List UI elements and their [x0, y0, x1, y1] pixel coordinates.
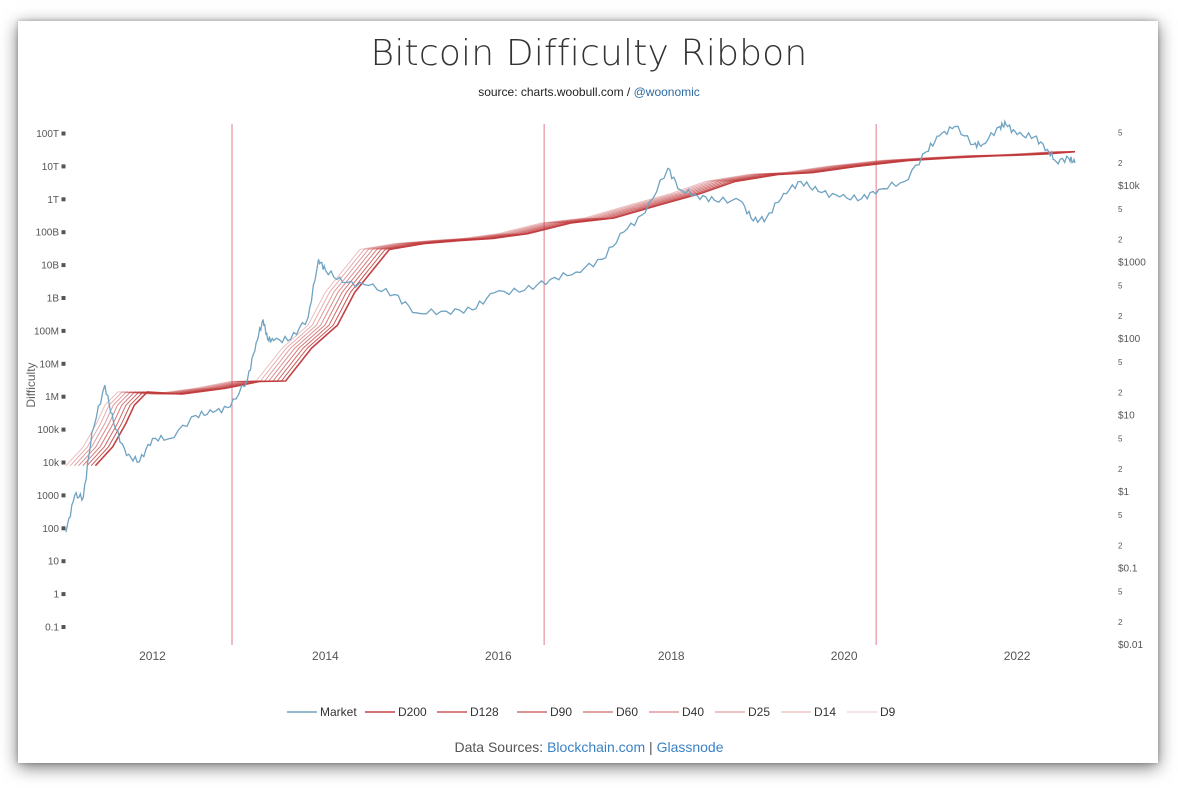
- y-right-tick-label: $1: [1118, 487, 1130, 498]
- y-tick-mark: [61, 559, 66, 564]
- subtitle-source: source: charts.woobull.com /: [478, 85, 634, 99]
- y-tick-mark: [61, 263, 66, 268]
- x-tick-label: 2018: [658, 649, 685, 663]
- x-tick-label: 2014: [312, 649, 339, 663]
- y-tick-label: 1B: [47, 294, 60, 305]
- footer-prefix: Data Sources:: [454, 739, 548, 755]
- footer-link-glassnode[interactable]: Glassnode: [656, 739, 724, 755]
- y-tick-label: 10T: [42, 162, 59, 173]
- chart-title: Bitcoin Difficulty Ribbon: [370, 33, 808, 74]
- x-axis-labels: 2012 2014 2016 2018 2020 2022: [139, 649, 1031, 663]
- y-right-tick-label: 5: [1118, 282, 1123, 291]
- y-axis-right-labels: 5 2 $10k 5 2 $1000 5 2 $100 5 2 $10 5 2 $1 5 2 $0.1 5 2 $0.0…: [1118, 129, 1146, 651]
- y-tick-label: 100M: [34, 326, 59, 337]
- x-tick-label: 2022: [1004, 649, 1031, 663]
- y-right-tick-label: 5: [1118, 358, 1123, 367]
- ribbon-d128: [90, 151, 1076, 467]
- legend-label-d60: D60: [616, 705, 638, 719]
- y-tick-label: 1000: [37, 491, 60, 502]
- y-tick-mark: [61, 197, 66, 202]
- ribbon-d40: [78, 151, 1075, 467]
- legend-label-d90: D90: [550, 705, 572, 719]
- market-line: [65, 118, 1076, 533]
- y-right-tick-label: 5: [1118, 129, 1123, 138]
- y-tick-mark: [61, 164, 66, 169]
- subtitle-handle-link[interactable]: @woonomic: [633, 85, 700, 99]
- ribbon-d25: [74, 151, 1075, 467]
- y-tick-label: 10k: [43, 458, 60, 469]
- y-tick-label: 100k: [37, 425, 60, 436]
- y-tick-label: 100T: [36, 129, 59, 140]
- y-right-tick-label: $0.1: [1118, 564, 1138, 575]
- ribbon-d200: [94, 150, 1076, 467]
- y-axis-left-labels: 100T10T1T100B10B1B100M10M1M100k10k100010…: [34, 129, 66, 634]
- y-tick-mark: [61, 230, 66, 235]
- y-tick-mark: [61, 394, 66, 399]
- y-tick-label: 1: [53, 590, 59, 601]
- y-tick-mark: [61, 526, 66, 531]
- y-tick-label: 100B: [36, 228, 60, 239]
- legend-label-d25: D25: [748, 705, 770, 719]
- y-tick-label: 0.1: [45, 623, 59, 634]
- chart-subtitle: source: charts.woobull.com / @woonomic: [0, 85, 1178, 99]
- legend-label-d14: D14: [814, 705, 836, 719]
- y-tick-mark: [61, 493, 66, 498]
- ribbon-d9: [65, 151, 1075, 467]
- y-right-tick-label: 2: [1118, 388, 1123, 397]
- y-tick-label: 10: [48, 557, 60, 568]
- y-tick-mark: [61, 361, 66, 366]
- y-right-tick-label: 2: [1118, 235, 1123, 244]
- y-right-tick-label: $0.01: [1118, 640, 1143, 651]
- y-tick-mark: [61, 592, 66, 597]
- y-right-tick-label: 5: [1118, 511, 1123, 520]
- y-tick-label: 100: [42, 524, 59, 535]
- y-axis-title: Difficulty: [24, 362, 38, 407]
- y-tick-mark: [61, 427, 66, 432]
- y-tick-mark: [61, 328, 66, 333]
- x-tick-label: 2016: [485, 649, 512, 663]
- y-right-tick-label: 2: [1118, 465, 1123, 474]
- y-tick-mark: [61, 296, 66, 300]
- legend-label-d9: D9: [880, 705, 896, 719]
- legend-label-d40: D40: [682, 705, 704, 719]
- y-right-tick-label: 5: [1118, 588, 1123, 597]
- y-right-tick-label: $10: [1118, 411, 1135, 422]
- ribbon-d14: [69, 151, 1075, 467]
- y-right-tick-label: 2: [1118, 618, 1123, 627]
- legend-label-d128: D128: [470, 705, 499, 719]
- legend: Market D200 D128 D90 D60 D40 D25 D14 D9: [287, 705, 896, 719]
- footer-link-blockchain[interactable]: Blockchain.com: [547, 739, 646, 755]
- y-right-tick-label: 2: [1118, 159, 1123, 168]
- y-tick-mark: [61, 625, 66, 629]
- legend-label-d200: D200: [398, 705, 427, 719]
- y-tick-mark: [61, 131, 66, 136]
- footer-separator: |: [645, 739, 657, 755]
- data-sources-footer: Data Sources: Blockchain.com | Glassnode: [0, 739, 1178, 755]
- x-tick-label: 2012: [139, 649, 166, 663]
- y-right-tick-label: 5: [1118, 435, 1123, 444]
- chart-card: [18, 21, 1158, 763]
- vertical-lines: [231, 124, 877, 645]
- y-tick-label: 1M: [45, 392, 59, 403]
- y-tick-label: 1T: [47, 195, 59, 206]
- legend-label-market: Market: [320, 705, 357, 719]
- x-tick-label: 2020: [831, 649, 858, 663]
- ribbon-lines: [65, 150, 1076, 467]
- y-right-tick-label: 2: [1118, 541, 1123, 550]
- y-tick-label: 10M: [40, 359, 59, 370]
- y-right-tick-label: 5: [1118, 205, 1123, 214]
- y-right-tick-label: $10k: [1118, 181, 1141, 192]
- y-tick-mark: [61, 460, 66, 465]
- y-right-tick-label: 2: [1118, 312, 1123, 321]
- y-tick-label: 10B: [41, 261, 59, 272]
- y-right-tick-label: $100: [1118, 334, 1141, 345]
- y-right-tick-label: $1000: [1118, 258, 1146, 269]
- ribbon-d90: [86, 151, 1075, 467]
